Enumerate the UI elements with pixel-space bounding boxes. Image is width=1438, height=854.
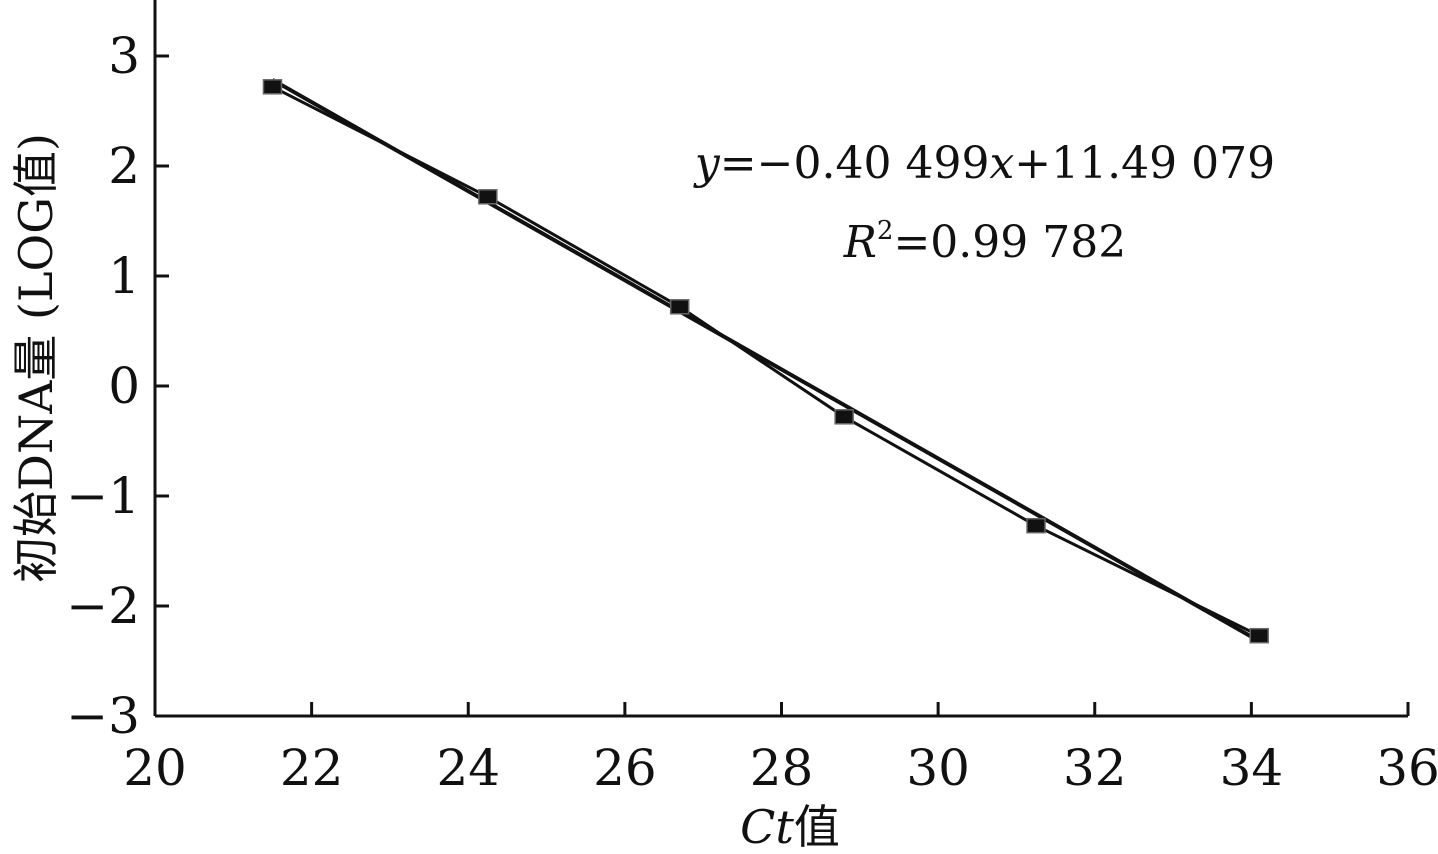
series-line <box>271 85 1260 638</box>
y-tick-label: 3 <box>108 27 140 85</box>
data-point <box>478 189 498 205</box>
equation-y-rest: =−0.40 499 <box>720 138 990 189</box>
x-tick-label: 22 <box>280 739 344 797</box>
x-ticks: 20 22 24 26 28 30 32 34 36 <box>123 702 1438 797</box>
x-tick-label: 36 <box>1376 739 1438 797</box>
x-tick-label: 32 <box>1063 739 1127 797</box>
x-tick-label: 20 <box>123 739 187 797</box>
data-point <box>834 409 854 425</box>
y-tick-label: 0 <box>108 357 140 415</box>
y-tick-label: −2 <box>66 577 140 635</box>
axes <box>153 0 1408 718</box>
y-tick-label: 1 <box>108 247 140 305</box>
x-axis-title: Ct值 <box>740 800 840 854</box>
data-point <box>262 79 283 95</box>
data-point <box>669 299 690 315</box>
y-tick-label: −3 <box>66 687 140 745</box>
equation-x-var: x <box>989 138 1014 189</box>
y-tick-label: 2 <box>108 137 140 195</box>
x-tick-label: 28 <box>750 739 814 797</box>
y-tick-label: −1 <box>66 467 140 525</box>
x-tick-label: 34 <box>1220 739 1284 797</box>
r2-var: R <box>843 217 877 268</box>
x-axis-title-suffix: 值 <box>794 800 840 854</box>
y-axis-title: 初始DNA量 (LOG值) <box>9 133 63 583</box>
data-point <box>1249 627 1269 644</box>
x-tick-label: 24 <box>436 739 500 797</box>
r2-superscript: 2 <box>877 216 894 246</box>
y-ticks: −3 −2 −1 0 1 2 3 <box>66 27 169 745</box>
x-axis-title-italic: Ct <box>740 800 794 854</box>
r2-rest: =0.99 782 <box>893 217 1126 268</box>
fit-line <box>271 78 1261 643</box>
r2-annotation: R2=0.99 782 <box>843 216 1127 268</box>
equation-annotation: y=−0.40 499x+11.49 079 <box>693 138 1275 189</box>
x-tick-label: 26 <box>593 739 657 797</box>
plot-area <box>262 78 1269 644</box>
data-point <box>1026 517 1046 534</box>
x-tick-label: 30 <box>906 739 970 797</box>
equation-x-rest: +11.49 079 <box>1014 138 1275 189</box>
equation-y-var: y <box>693 138 721 189</box>
